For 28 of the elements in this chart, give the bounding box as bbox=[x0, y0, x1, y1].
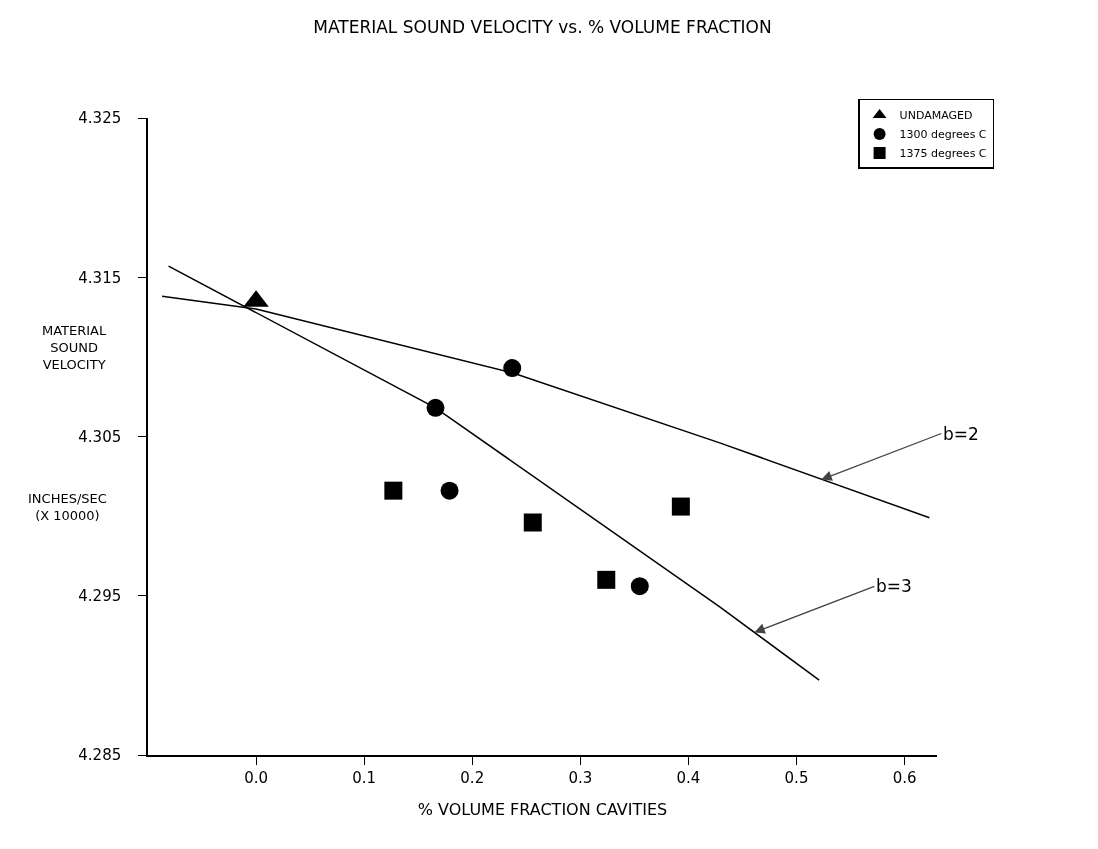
x-axis-title: % VOLUME FRACTION CAVITIES bbox=[417, 799, 668, 819]
x-tick-label: 0.4 bbox=[676, 768, 701, 787]
point bbox=[597, 570, 616, 589]
point bbox=[440, 481, 459, 500]
point bbox=[503, 359, 522, 378]
annotation: b=3 bbox=[876, 576, 912, 596]
x-tick-label: 0.3 bbox=[568, 768, 593, 787]
point bbox=[384, 481, 403, 500]
x-tick-label: 0.1 bbox=[352, 768, 377, 787]
legend-label: 1300 degrees C bbox=[899, 128, 987, 142]
x-tick-label: 0.5 bbox=[784, 768, 809, 787]
y-tick-label: 4.305 bbox=[78, 427, 122, 446]
text: INCHES/SEC (X 10000) bbox=[28, 491, 107, 523]
chart-title: MATERIAL SOUND VELOCITY vs. % VOLUME FRACTION bbox=[313, 17, 772, 38]
x-tick-label: 0.2 bbox=[460, 768, 485, 787]
annotation: b=2 bbox=[943, 424, 979, 444]
x-tick-label: 0.0 bbox=[244, 768, 269, 787]
y-axis-title: MATERIAL SOUND VELOCITY bbox=[42, 323, 108, 372]
y-tick-label: 4.325 bbox=[78, 109, 122, 128]
y-tick-label: 4.285 bbox=[78, 746, 122, 765]
legend-label: UNDAMAGED bbox=[899, 109, 973, 123]
point bbox=[523, 513, 542, 532]
legend-label: 1375 degrees C bbox=[899, 147, 987, 161]
x-tick-label: 0.6 bbox=[892, 768, 917, 787]
y-tick-label: 4.315 bbox=[78, 268, 122, 287]
y-tick-label: 4.295 bbox=[78, 587, 122, 605]
point bbox=[630, 577, 649, 596]
point bbox=[671, 497, 690, 516]
